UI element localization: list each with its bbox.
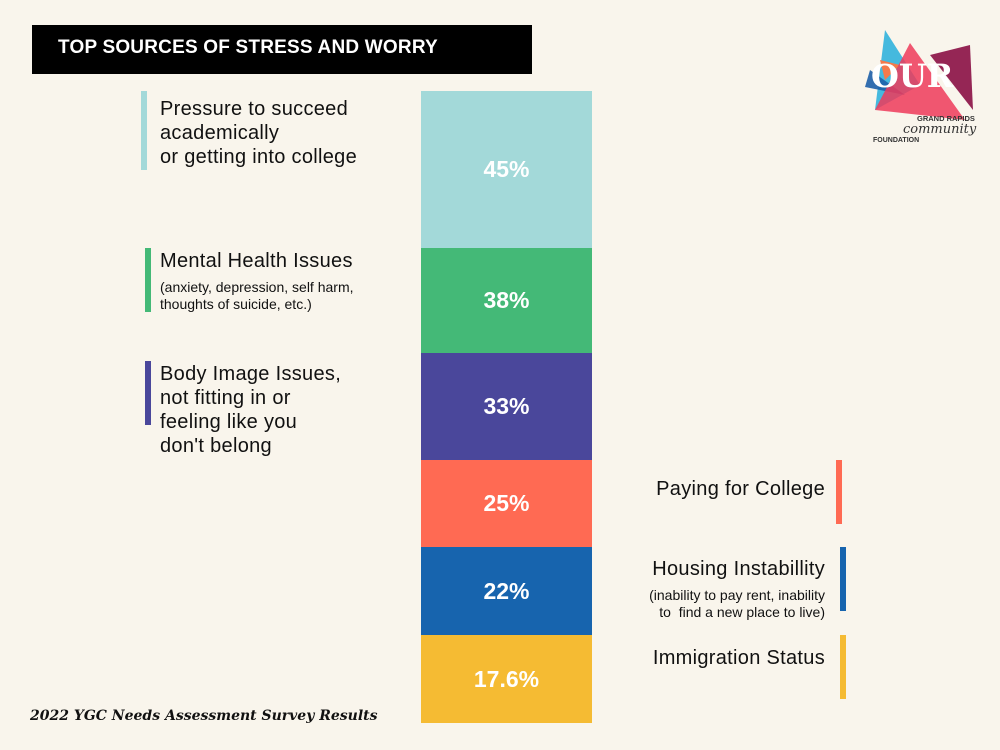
- stacked-bar: 45% 38% 33% 25% 22% 17.6%: [421, 91, 592, 723]
- category-label-line: feeling like you: [160, 411, 298, 433]
- logo-word: OUR: [871, 57, 954, 95]
- category-label-line: or getting into college: [160, 146, 358, 168]
- value-label: 45%: [483, 156, 530, 182]
- logo-line1: GRAND RAPIDS: [917, 114, 975, 123]
- legend-accent-bar: [840, 547, 846, 611]
- foundation-logo: OUR GRAND RAPIDS community FOUNDATION: [865, 30, 977, 144]
- logo-line2: community: [903, 122, 977, 137]
- category-label: Paying for College: [656, 477, 825, 501]
- footer-source: 2022 YGC Needs Assessment Survey Results: [30, 708, 378, 724]
- category-label-line: Paying for College: [656, 478, 825, 500]
- category-label: Mental Health Issues (anxiety, depression…: [160, 249, 354, 313]
- value-label: 17.6%: [473, 665, 540, 692]
- category-sublabel-line: (anxiety, depression, self harm,: [160, 279, 354, 295]
- category-sublabel-line: (inability to pay rent, inability: [649, 587, 825, 603]
- category-label-line: Immigration Status: [652, 647, 825, 669]
- value-label: 25%: [483, 490, 530, 516]
- bar-segment: 33%: [421, 353, 592, 460]
- category-label-line: Body Image Issues,: [160, 363, 342, 385]
- legend-accent-bar: [141, 91, 147, 170]
- value-label: 38%: [483, 287, 530, 313]
- category-label: Housing Instabillity (inability to pay re…: [649, 557, 825, 621]
- category-sublabel-line: thoughts of suicide, etc.): [160, 296, 312, 312]
- category-label-line: academically: [160, 122, 280, 144]
- bar-segment: 38%: [421, 248, 592, 353]
- bar-segment: 25%: [421, 460, 592, 547]
- value-label: 33%: [483, 393, 530, 419]
- category-sublabel-line: to find a new place to live): [659, 604, 825, 620]
- category-label-line: Mental Health Issues: [160, 250, 353, 272]
- bar-segment: 17.6%: [421, 635, 592, 723]
- bar-segment: 22%: [421, 547, 592, 635]
- value-label: 22%: [483, 577, 530, 604]
- legend-accent-bar: [836, 460, 842, 524]
- category-label: Pressure to succeed academically or gettin…: [160, 97, 357, 169]
- category-label-line: don't belong: [160, 435, 272, 457]
- category-label-line: Pressure to succeed: [160, 98, 349, 120]
- chart-title: TOP SOURCES OF STRESS AND WORRY: [58, 37, 438, 58]
- legend-accent-bar: [145, 248, 151, 312]
- title-banner: TOP SOURCES OF STRESS AND WORRY: [32, 25, 532, 74]
- legend-accent-bar: [840, 635, 846, 699]
- category-label: Body Image Issues, not fitting in or feeli…: [160, 362, 341, 458]
- category-label-line: not fitting in or: [160, 387, 291, 409]
- bar-segment: 45%: [421, 91, 592, 248]
- category-label-line: Housing Instabillity: [652, 558, 825, 580]
- category-label: Immigration Status: [653, 646, 825, 670]
- logo-line3: FOUNDATION: [873, 137, 919, 144]
- legend-accent-bar: [145, 361, 151, 425]
